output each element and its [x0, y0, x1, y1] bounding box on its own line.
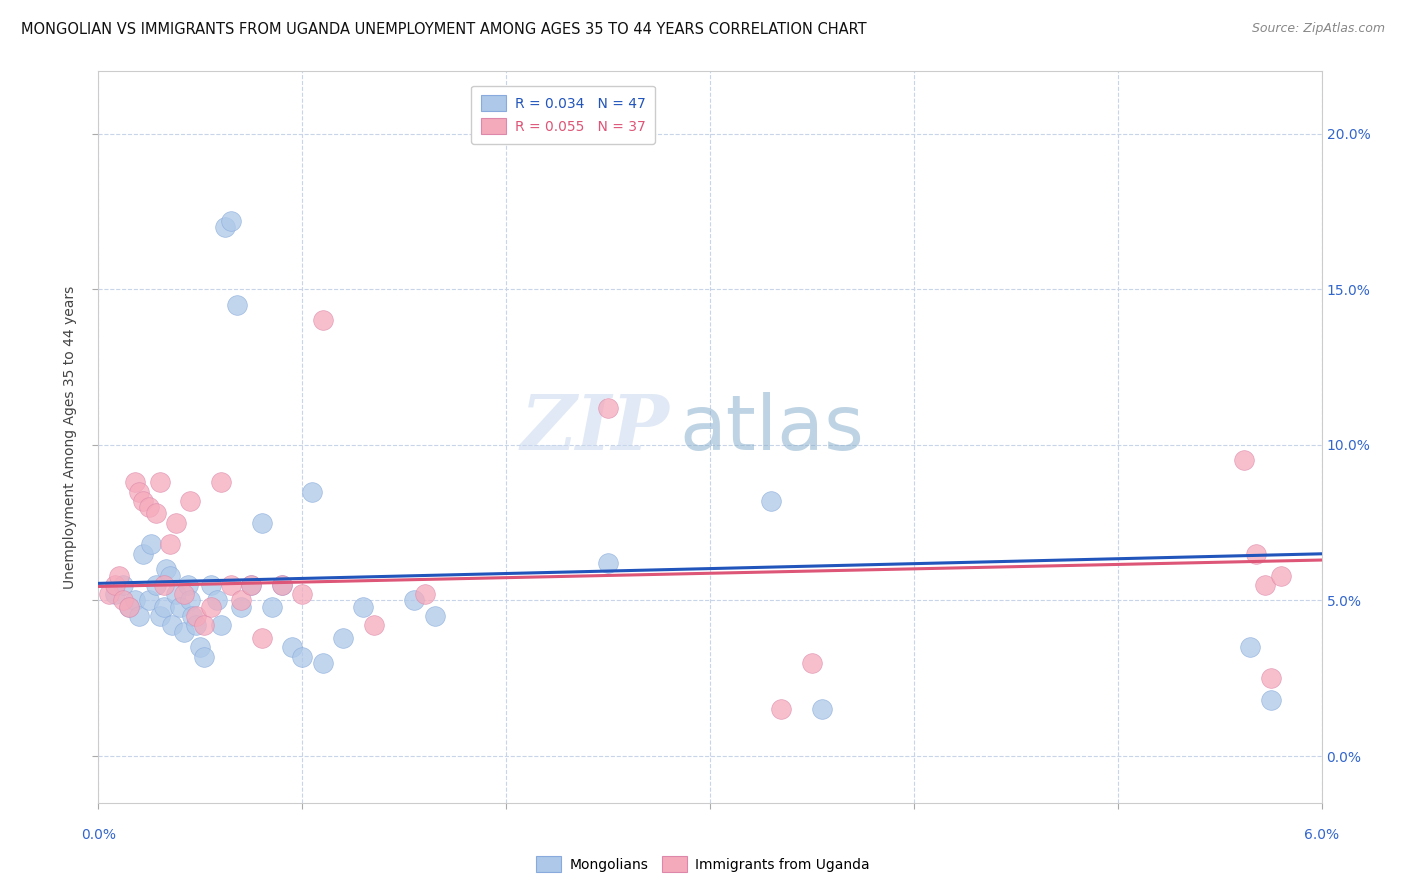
Point — [160, 618, 183, 632]
Point — [811, 702, 834, 716]
Point — [226, 298, 249, 312]
Point — [311, 656, 335, 670]
Text: atlas: atlas — [679, 392, 865, 467]
Point — [291, 649, 314, 664]
Point — [1253, 578, 1275, 592]
Point — [250, 631, 273, 645]
Point — [138, 500, 160, 515]
Point — [205, 593, 228, 607]
Point — [214, 219, 236, 234]
Y-axis label: Unemployment Among Ages 35 to 44 years: Unemployment Among Ages 35 to 44 years — [63, 285, 77, 589]
Point — [270, 578, 292, 592]
Point — [193, 618, 215, 632]
Point — [1239, 640, 1261, 655]
Point — [759, 494, 782, 508]
Point — [270, 578, 292, 592]
Point — [801, 656, 824, 670]
Point — [1233, 453, 1256, 467]
Point — [165, 587, 187, 601]
Point — [186, 618, 208, 632]
Point — [149, 475, 172, 490]
Point — [770, 702, 793, 716]
Point — [1260, 671, 1282, 685]
Point — [423, 609, 446, 624]
Point — [118, 599, 141, 614]
Point — [260, 599, 283, 614]
Point — [229, 599, 253, 614]
Point — [173, 624, 195, 639]
Point — [159, 568, 181, 582]
Point — [1270, 568, 1292, 582]
Point — [291, 587, 314, 601]
Point — [188, 640, 212, 655]
Point — [179, 494, 201, 508]
Point — [141, 537, 163, 551]
Point — [138, 593, 160, 607]
Point — [169, 599, 191, 614]
Point — [104, 587, 127, 601]
Point — [281, 640, 304, 655]
Point — [177, 578, 200, 592]
Point — [132, 547, 155, 561]
Legend: R = 0.034   N = 47, R = 0.055   N = 37: R = 0.034 N = 47, R = 0.055 N = 37 — [471, 86, 655, 145]
Text: Source: ZipAtlas.com: Source: ZipAtlas.com — [1251, 22, 1385, 36]
Point — [229, 593, 253, 607]
Text: 6.0%: 6.0% — [1305, 828, 1339, 842]
Point — [363, 618, 385, 632]
Point — [200, 599, 222, 614]
Point — [159, 537, 181, 551]
Text: 0.0%: 0.0% — [82, 828, 115, 842]
Point — [149, 609, 172, 624]
Point — [209, 475, 232, 490]
Point — [219, 213, 242, 227]
Point — [240, 578, 263, 592]
Point — [173, 587, 195, 601]
Point — [404, 593, 426, 607]
Point — [104, 578, 127, 592]
Point — [165, 516, 187, 530]
Point — [145, 578, 167, 592]
Point — [352, 599, 374, 614]
Point — [181, 609, 204, 624]
Point — [186, 609, 208, 624]
Point — [193, 649, 215, 664]
Point — [179, 593, 201, 607]
Point — [111, 578, 134, 592]
Text: ZIP: ZIP — [520, 392, 669, 467]
Point — [413, 587, 436, 601]
Point — [311, 313, 335, 327]
Point — [155, 562, 177, 576]
Point — [301, 484, 323, 499]
Point — [332, 631, 354, 645]
Point — [250, 516, 273, 530]
Point — [132, 494, 155, 508]
Point — [124, 475, 146, 490]
Point — [219, 578, 242, 592]
Text: MONGOLIAN VS IMMIGRANTS FROM UGANDA UNEMPLOYMENT AMONG AGES 35 TO 44 YEARS CORRE: MONGOLIAN VS IMMIGRANTS FROM UGANDA UNEM… — [21, 22, 866, 37]
Point — [111, 593, 134, 607]
Point — [152, 578, 174, 592]
Point — [128, 484, 150, 499]
Point — [596, 556, 619, 570]
Point — [1246, 547, 1268, 561]
Legend: Mongolians, Immigrants from Uganda: Mongolians, Immigrants from Uganda — [530, 851, 876, 878]
Point — [124, 593, 146, 607]
Point — [145, 506, 167, 520]
Point — [1260, 693, 1282, 707]
Point — [240, 578, 263, 592]
Point — [200, 578, 222, 592]
Point — [152, 599, 174, 614]
Point — [108, 568, 131, 582]
Point — [596, 401, 619, 415]
Point — [97, 587, 120, 601]
Point — [209, 618, 232, 632]
Point — [118, 599, 141, 614]
Point — [128, 609, 150, 624]
